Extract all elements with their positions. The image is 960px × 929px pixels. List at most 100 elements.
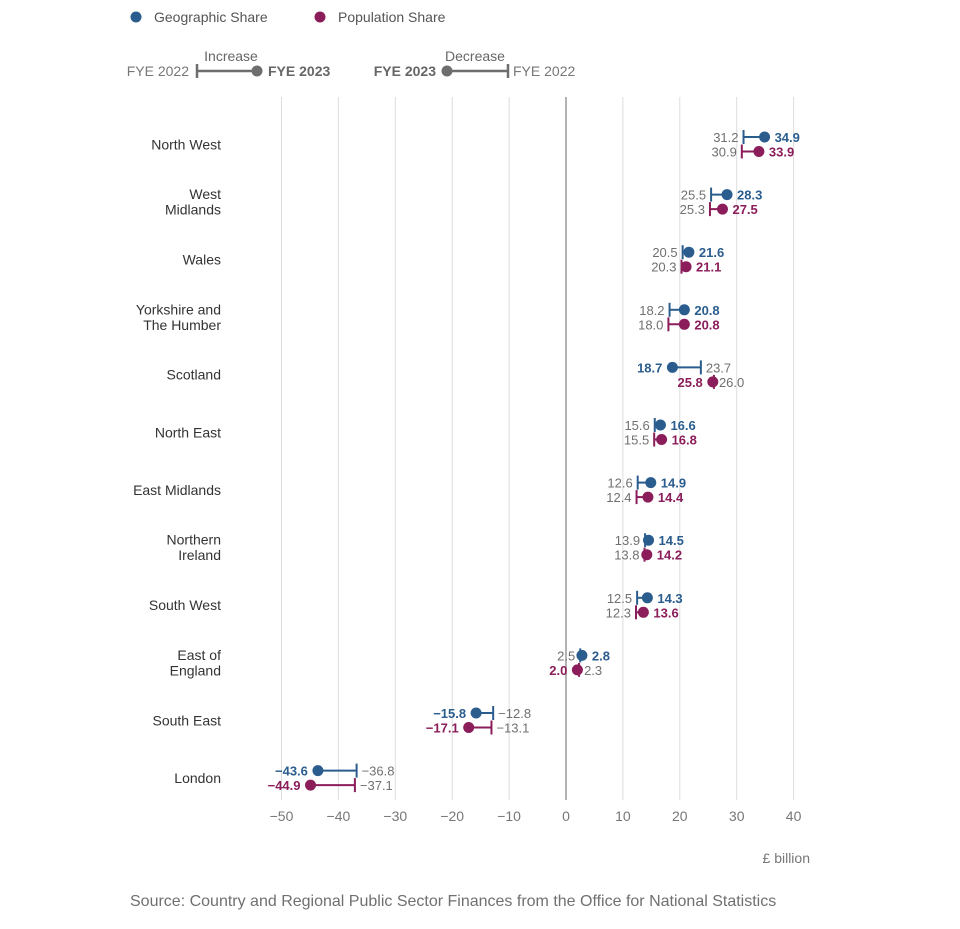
fye2022-value-label: 15.5: [624, 433, 649, 448]
x-tick-label: 10: [615, 808, 631, 824]
fye2023-dot: [680, 261, 692, 273]
geographic-dumbbell[interactable]: 31.2 34.9: [713, 130, 800, 145]
geographic-dumbbell[interactable]: 2.5 2.8: [557, 648, 610, 663]
fye2023-value-label: 18.7: [637, 360, 662, 375]
fye2023-dot: [753, 146, 765, 157]
x-tick-label: 20: [672, 808, 688, 824]
population-dumbbell[interactable]: 12.4 14.4: [606, 490, 684, 505]
fye2023-dot: [463, 722, 475, 733]
fye2023-value-label: 34.9: [775, 130, 800, 145]
fye2023-value-label: 20.8: [694, 317, 719, 332]
category-label: Scotland: [167, 367, 221, 383]
x-tick-label: −10: [497, 808, 521, 824]
fye2022-value-label: 30.9: [712, 145, 737, 160]
fye2022-value-label: 12.3: [606, 605, 631, 620]
fye2023-dot: [654, 419, 666, 431]
geographic-dumbbell[interactable]: −36.8 −43.6: [275, 763, 395, 779]
fye2023-value-label: −44.9: [268, 778, 301, 793]
category-label: East Midlands: [133, 482, 221, 498]
fye2023-value-label: 13.6: [653, 605, 678, 620]
population-dumbbell[interactable]: 20.3 21.1: [651, 259, 721, 275]
fye2022-value-label: 20.3: [651, 260, 676, 275]
x-tick-label: 40: [786, 808, 802, 824]
fye2022-value-label: −13.1: [496, 721, 529, 736]
fye2022-value-label: 18.0: [638, 317, 663, 332]
key-increase-label: Increase: [204, 48, 258, 64]
geographic-dumbbell[interactable]: 18.2 20.8: [639, 302, 720, 318]
legend-swatch-population: [314, 11, 326, 23]
fye2023-dot: [678, 318, 690, 330]
population-dumbbell[interactable]: 26.0 25.8: [677, 374, 744, 390]
population-dumbbell[interactable]: 25.3 27.5: [680, 202, 758, 217]
fye2023-dot: [759, 131, 771, 143]
fye2022-value-label: 12.5: [607, 591, 632, 606]
gridlines: [281, 97, 795, 800]
fye2023-value-label: −17.1: [426, 721, 459, 736]
category-label: London: [174, 770, 221, 786]
fye2023-dot: [312, 765, 324, 777]
fye2023-value-label: 25.8: [677, 375, 702, 390]
population-dumbbell[interactable]: 12.3 13.6: [606, 605, 679, 620]
geographic-dumbbell[interactable]: 25.5 28.3: [681, 187, 763, 203]
fye2023-value-label: 14.3: [657, 591, 682, 606]
fye2022-value-label: 13.9: [615, 533, 640, 548]
population-dumbbell[interactable]: 2.3 2.0: [549, 662, 602, 678]
fye2022-value-label: 18.2: [639, 303, 664, 318]
fye2023-dot: [305, 779, 317, 791]
category-label: The Humber: [143, 317, 221, 333]
fye2023-value-label: 33.9: [769, 145, 794, 160]
source-note: Source: Country and Regional Public Sect…: [130, 893, 776, 910]
key-decrease-label: Decrease: [445, 48, 505, 64]
fye2023-dot: [716, 203, 728, 215]
fye2022-value-label: 23.7: [706, 360, 731, 375]
fye2023-value-label: 16.8: [672, 433, 697, 448]
geographic-dumbbell[interactable]: 15.6 16.6: [624, 418, 696, 433]
fye2023-dot: [643, 534, 655, 546]
population-dumbbell[interactable]: 30.9 33.9: [712, 144, 795, 160]
fye2023-dot: [470, 707, 482, 719]
legend-item-population[interactable]: Population Share: [314, 9, 446, 25]
fye2023-dot: [645, 477, 657, 489]
legend: Geographic Share Population Share: [130, 9, 446, 25]
geographic-dumbbell[interactable]: 12.6 14.9: [607, 475, 686, 491]
fye2022-value-label: 12.4: [606, 490, 631, 505]
category-label: South West: [149, 597, 221, 613]
category-label: West: [189, 186, 221, 202]
fye2023-value-label: −15.8: [433, 706, 466, 721]
plot-marks: 31.2 34.9 30.9 33.9 25.5 28.3 25.3 27.5 20.5 21.6…: [268, 130, 800, 793]
population-dumbbell[interactable]: 15.5 16.8: [624, 432, 697, 448]
geographic-dumbbell[interactable]: −12.8 −15.8: [433, 706, 531, 721]
geographic-dumbbell[interactable]: 12.5 14.3: [607, 590, 683, 606]
category-label: South East: [153, 712, 222, 728]
fye2022-value-label: 13.8: [614, 548, 639, 563]
population-dumbbell[interactable]: 18.0 20.8: [638, 317, 720, 332]
population-dumbbell[interactable]: −37.1 −44.9: [268, 778, 393, 793]
fye2022-value-label: 25.5: [681, 188, 706, 203]
geographic-dumbbell[interactable]: 23.7 18.7: [637, 360, 731, 375]
fye2023-dot: [678, 304, 690, 316]
fye2023-dot: [656, 434, 668, 445]
fye2023-value-label: 14.4: [658, 490, 684, 505]
key-increase-dot: [251, 65, 263, 77]
category-label: England: [170, 662, 221, 678]
fye2023-value-label: 14.5: [659, 533, 684, 548]
fye2023-value-label: 20.8: [694, 303, 719, 318]
fye2022-value-label: 2.5: [557, 648, 575, 663]
population-dumbbell[interactable]: −13.1 −17.1: [426, 720, 530, 736]
fye2023-dot: [571, 664, 583, 676]
legend-item-geographic[interactable]: Geographic Share: [130, 9, 268, 25]
population-dumbbell[interactable]: 13.8 14.2: [614, 547, 682, 563]
fye2023-value-label: 2.0: [549, 663, 567, 678]
key-decrease-to: FYE 2023: [374, 63, 436, 79]
x-axis-title: £ billion: [763, 850, 810, 866]
fye2022-value-label: 2.3: [584, 663, 602, 678]
legend-label-geographic: Geographic Share: [154, 9, 268, 25]
geographic-dumbbell[interactable]: 20.5 21.6: [652, 245, 724, 260]
category-label: Northern: [167, 532, 221, 548]
fye2023-dot: [683, 246, 695, 258]
geographic-dumbbell[interactable]: 13.9 14.5: [615, 533, 684, 548]
legend-swatch-geographic: [130, 11, 142, 23]
fye2023-value-label: 21.6: [699, 245, 724, 260]
